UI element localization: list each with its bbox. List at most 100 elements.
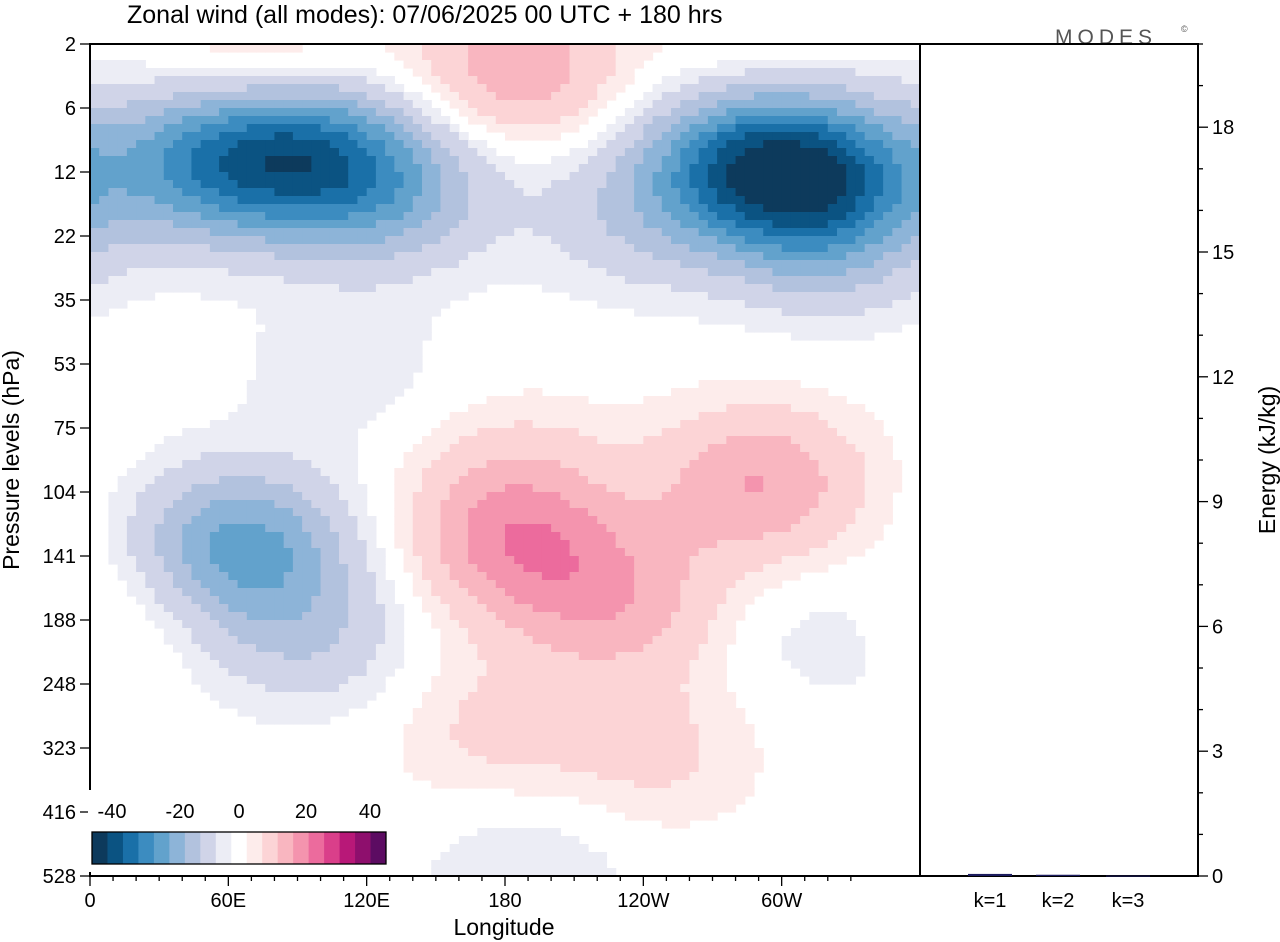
field-cell xyxy=(265,108,276,117)
field-cell xyxy=(468,404,478,413)
field-cell xyxy=(873,468,884,477)
field-cell xyxy=(809,236,820,245)
field-cell xyxy=(837,76,847,85)
field-cell xyxy=(717,292,727,301)
field-cell xyxy=(283,220,294,229)
field-cell xyxy=(855,468,866,477)
field-cell xyxy=(320,452,331,461)
field-cell xyxy=(837,60,847,69)
field-cell xyxy=(772,116,783,125)
field-cell xyxy=(329,588,340,597)
field-cell xyxy=(883,140,893,149)
field-cell xyxy=(163,140,174,149)
field-cell xyxy=(449,60,460,69)
field-cell xyxy=(292,44,303,53)
field-cell xyxy=(652,188,663,197)
field-cell xyxy=(320,540,331,549)
field-cell xyxy=(209,284,220,293)
field-cell xyxy=(292,100,303,109)
field-cell xyxy=(477,468,488,477)
field-cell xyxy=(292,348,303,357)
field-cell xyxy=(302,532,312,541)
field-cell xyxy=(283,76,294,85)
field-cell xyxy=(90,228,100,237)
field-cell xyxy=(855,436,866,445)
field-cell xyxy=(578,396,589,405)
field-cell xyxy=(394,540,405,549)
field-cell xyxy=(717,204,727,213)
field-cell xyxy=(698,252,709,261)
field-cell xyxy=(754,420,764,429)
field-cell xyxy=(357,492,368,501)
field-cell xyxy=(348,380,359,389)
field-cell xyxy=(827,444,838,453)
field-cell xyxy=(790,276,801,285)
field-cell xyxy=(449,532,460,541)
field-cell xyxy=(652,308,663,317)
field-cell xyxy=(274,516,285,525)
field-cell xyxy=(588,492,598,501)
field-cell xyxy=(569,508,580,517)
field-cell xyxy=(560,428,571,437)
field-cell xyxy=(735,212,746,221)
field-cell xyxy=(348,92,359,101)
field-cell xyxy=(514,60,525,69)
field-cell xyxy=(855,300,866,309)
field-cell xyxy=(311,540,322,549)
field-cell xyxy=(901,116,912,125)
field-cell xyxy=(412,172,423,181)
field-cell xyxy=(366,564,377,573)
field-cell xyxy=(698,204,709,213)
field-cell xyxy=(744,396,755,405)
field-cell xyxy=(412,460,423,469)
field-cell xyxy=(588,452,598,461)
field-cell xyxy=(209,124,220,133)
field-cell xyxy=(394,500,405,509)
field-cell xyxy=(652,396,663,405)
field-cell xyxy=(800,292,810,301)
field-cell xyxy=(117,100,128,109)
field-cell xyxy=(661,252,672,261)
field-cell xyxy=(661,452,672,461)
field-cell xyxy=(246,188,257,197)
field-cell xyxy=(357,244,368,253)
field-cell xyxy=(772,460,783,469)
field-cell xyxy=(246,604,257,613)
field-cell xyxy=(809,316,820,325)
field-cell xyxy=(514,540,525,549)
field-cell xyxy=(191,68,202,77)
field-cell xyxy=(790,76,801,85)
field-cell xyxy=(864,428,875,437)
field-cell xyxy=(265,316,276,325)
field-cell xyxy=(744,492,755,501)
field-cell xyxy=(348,244,359,253)
field-cell xyxy=(486,52,497,61)
field-cell xyxy=(126,276,137,285)
field-cell xyxy=(200,540,211,549)
field-cell xyxy=(440,580,451,589)
field-cell xyxy=(744,84,755,93)
field-cell xyxy=(412,236,423,245)
field-cell xyxy=(837,236,847,245)
field-cell xyxy=(440,596,451,605)
field-cell xyxy=(200,580,211,589)
field-cell xyxy=(495,156,506,165)
field-cell xyxy=(145,196,156,205)
field-cell xyxy=(320,172,331,181)
field-cell xyxy=(818,140,829,149)
field-cell xyxy=(818,148,829,157)
field-cell xyxy=(818,404,829,413)
field-cell xyxy=(329,300,340,309)
field-cell xyxy=(283,172,294,181)
field-cell xyxy=(781,532,792,541)
field-cell xyxy=(458,268,469,277)
field-cell xyxy=(228,44,239,53)
field-cell xyxy=(145,212,156,221)
field-cell xyxy=(422,476,432,485)
field-cell xyxy=(717,468,727,477)
field-cell xyxy=(892,276,903,285)
field-cell xyxy=(864,212,875,221)
field-cell xyxy=(449,548,460,557)
field-cell xyxy=(348,276,359,285)
field-cell xyxy=(237,516,248,525)
